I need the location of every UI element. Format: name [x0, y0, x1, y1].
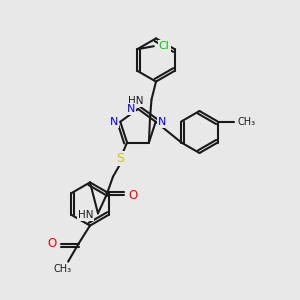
Text: CH₃: CH₃	[53, 264, 71, 274]
Text: CH₃: CH₃	[237, 116, 255, 127]
Text: S: S	[116, 152, 124, 165]
Text: HN: HN	[78, 210, 94, 220]
Text: O: O	[48, 237, 57, 250]
Text: Cl: Cl	[159, 41, 170, 51]
Text: N: N	[127, 104, 136, 114]
Text: N: N	[110, 117, 118, 127]
Text: HN: HN	[128, 96, 143, 106]
Text: N: N	[158, 117, 166, 127]
Text: O: O	[128, 189, 137, 202]
